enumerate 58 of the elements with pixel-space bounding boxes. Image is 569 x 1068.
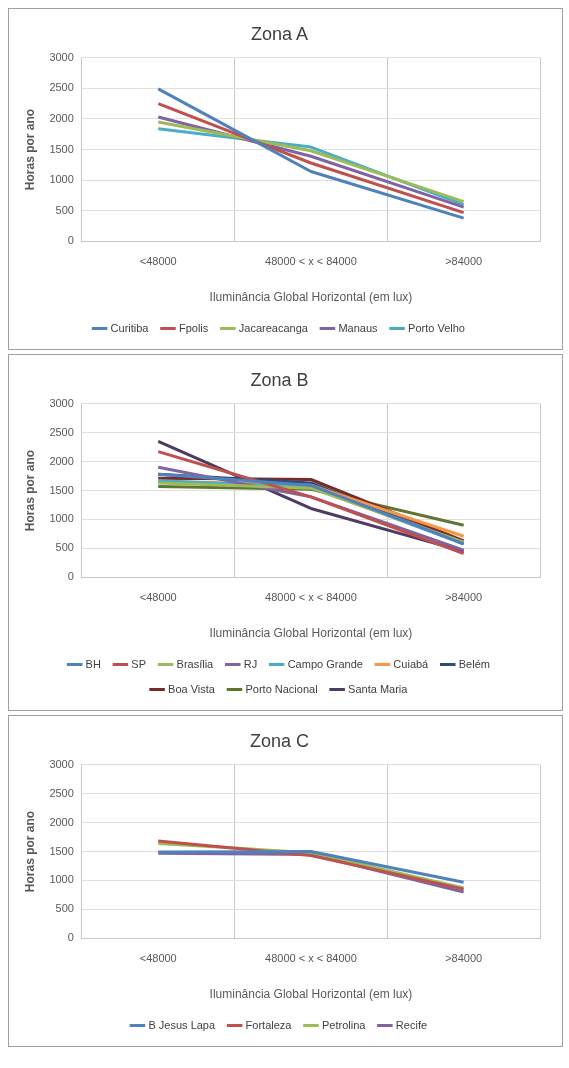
x-tick-label: 48000 < x < 84000 <box>265 255 357 268</box>
y-tick-label: 500 <box>55 541 74 554</box>
x-tick-label: <48000 <box>139 591 177 604</box>
y-tick-label: 2500 <box>49 425 74 438</box>
y-tick-label: 3000 <box>49 50 74 63</box>
legend-label: Manaus <box>338 321 379 334</box>
legend-label: Campo Grande <box>287 657 363 670</box>
legend-label: B Jesus Lapa <box>148 1018 216 1031</box>
y-tick-label: 2000 <box>49 111 74 124</box>
x-axis-title: Iluminância Global Horizontal (em lux) <box>209 626 413 641</box>
y-tick-label: 0 <box>67 234 74 247</box>
x-axis-title: Iluminância Global Horizontal (em lux) <box>209 290 413 305</box>
y-axis-title: Horas por ano <box>22 108 37 191</box>
x-tick-label: 48000 < x < 84000 <box>265 591 357 604</box>
legend-label: Belém <box>458 657 490 670</box>
legend-label: Brasília <box>176 657 215 670</box>
legend-label: Boa Vista <box>168 682 216 695</box>
x-tick-label: 48000 < x < 84000 <box>265 952 357 965</box>
legend-label: Recife <box>395 1018 428 1031</box>
y-tick-label: 1500 <box>49 142 74 155</box>
x-tick-label: >84000 <box>445 952 483 965</box>
chart-title: Zona C <box>249 730 310 751</box>
legend-label: Petrolina <box>321 1018 367 1031</box>
y-tick-label: 500 <box>55 902 74 915</box>
legend-label: RJ <box>243 657 258 670</box>
y-tick-label: 3000 <box>49 396 74 409</box>
chart-title: Zona A <box>250 23 309 44</box>
legend-label: Cuiabá <box>393 657 430 670</box>
y-tick-label: 500 <box>55 203 74 216</box>
legend-label: BH <box>85 657 101 670</box>
y-tick-label: 2000 <box>49 454 74 467</box>
y-axis-title: Horas por ano <box>22 810 37 893</box>
y-tick-label: 0 <box>67 570 74 583</box>
y-tick-label: 2500 <box>49 81 74 94</box>
y-tick-label: 3000 <box>49 757 74 770</box>
y-tick-label: 1000 <box>49 873 74 886</box>
legend-label: Curitiba <box>110 321 150 334</box>
legend-label: Porto Velho <box>408 321 465 334</box>
y-tick-label: 2500 <box>49 786 74 799</box>
legend-label: Santa Maria <box>348 682 409 695</box>
x-tick-label: >84000 <box>445 255 483 268</box>
y-tick-label: 1000 <box>49 512 74 525</box>
y-tick-label: 1000 <box>49 173 74 186</box>
y-tick-label: 0 <box>67 931 74 944</box>
legend-label: Porto Nacional <box>245 682 318 695</box>
legend-label: SP <box>131 657 147 670</box>
y-tick-label: 2000 <box>49 815 74 828</box>
x-tick-label: <48000 <box>139 952 177 965</box>
x-tick-label: >84000 <box>445 591 483 604</box>
y-axis-title: Horas por ano <box>22 449 37 532</box>
x-axis-title: Iluminância Global Horizontal (em lux) <box>209 987 413 1002</box>
legend-label: Fortaleza <box>245 1018 293 1031</box>
x-tick-label: <48000 <box>139 255 177 268</box>
y-tick-label: 1500 <box>49 844 74 857</box>
legend-label: Fpolis <box>178 321 209 334</box>
legend-label: Jacareacanga <box>238 321 309 334</box>
y-tick-label: 1500 <box>49 483 74 496</box>
chart-title: Zona B <box>250 369 309 390</box>
